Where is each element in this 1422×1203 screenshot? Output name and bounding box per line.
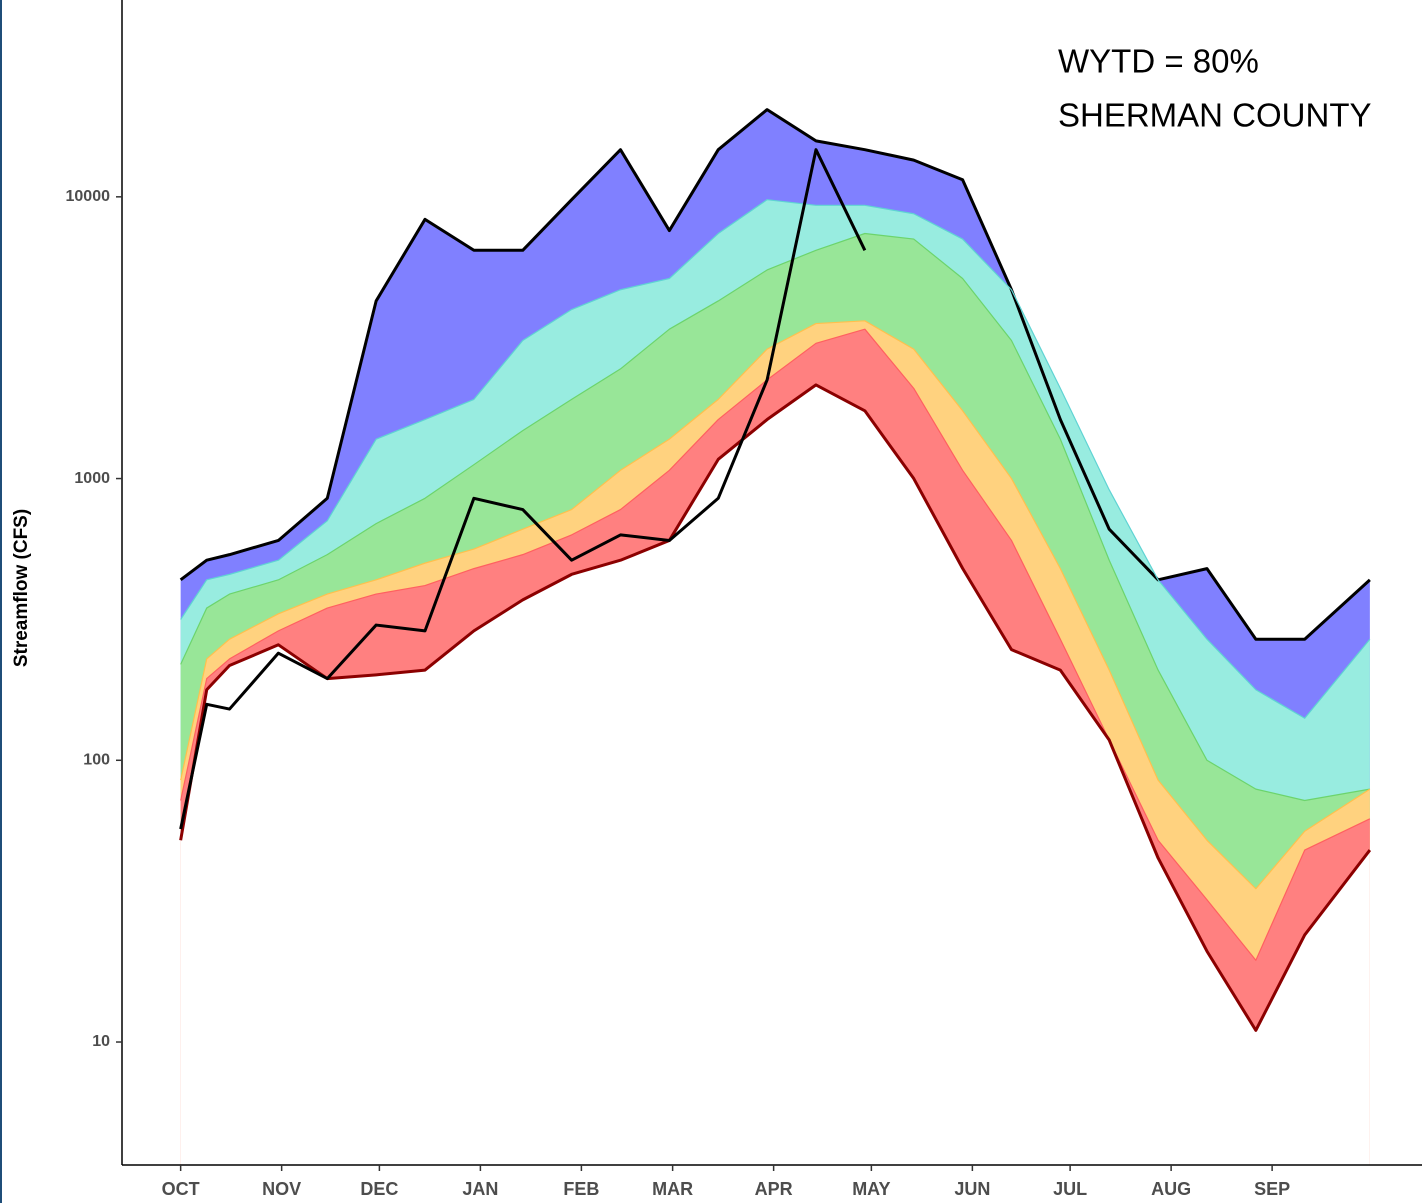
x-tick-label: SEP [1254,1179,1290,1199]
y-tick-label: 100 [83,752,110,769]
series-line [180,232,1370,802]
series-line [180,199,1371,719]
y-axis-label: Streamflow (CFS) [11,509,32,667]
x-tick-label: MAR [652,1179,693,1199]
y-tick-label: 1000 [74,470,110,487]
annotation: WYTD = 80% [1058,43,1259,80]
x-tick-label: NOV [262,1179,301,1199]
x-tick-label: MAY [852,1179,890,1199]
x-tick-label: FEB [563,1179,599,1199]
band-area [180,384,1370,1165]
y-tick-label: 10000 [66,188,111,205]
series-line [179,108,1371,641]
series-line [180,328,1371,961]
x-tick-label: JUL [1053,1179,1087,1199]
x-tick-label: AUG [1151,1179,1191,1199]
annotation: SHERMAN COUNTY [1058,97,1372,134]
series-line [180,320,1371,890]
x-tick-label: OCT [162,1179,200,1199]
y-tick-label: 10 [92,1033,110,1050]
frame-edge [0,0,2,1203]
series-line [179,148,867,830]
x-tick-label: JUN [954,1179,990,1199]
x-tick-label: DEC [360,1179,398,1199]
x-tick-label: APR [755,1179,793,1199]
x-tick-label: JAN [462,1179,498,1199]
